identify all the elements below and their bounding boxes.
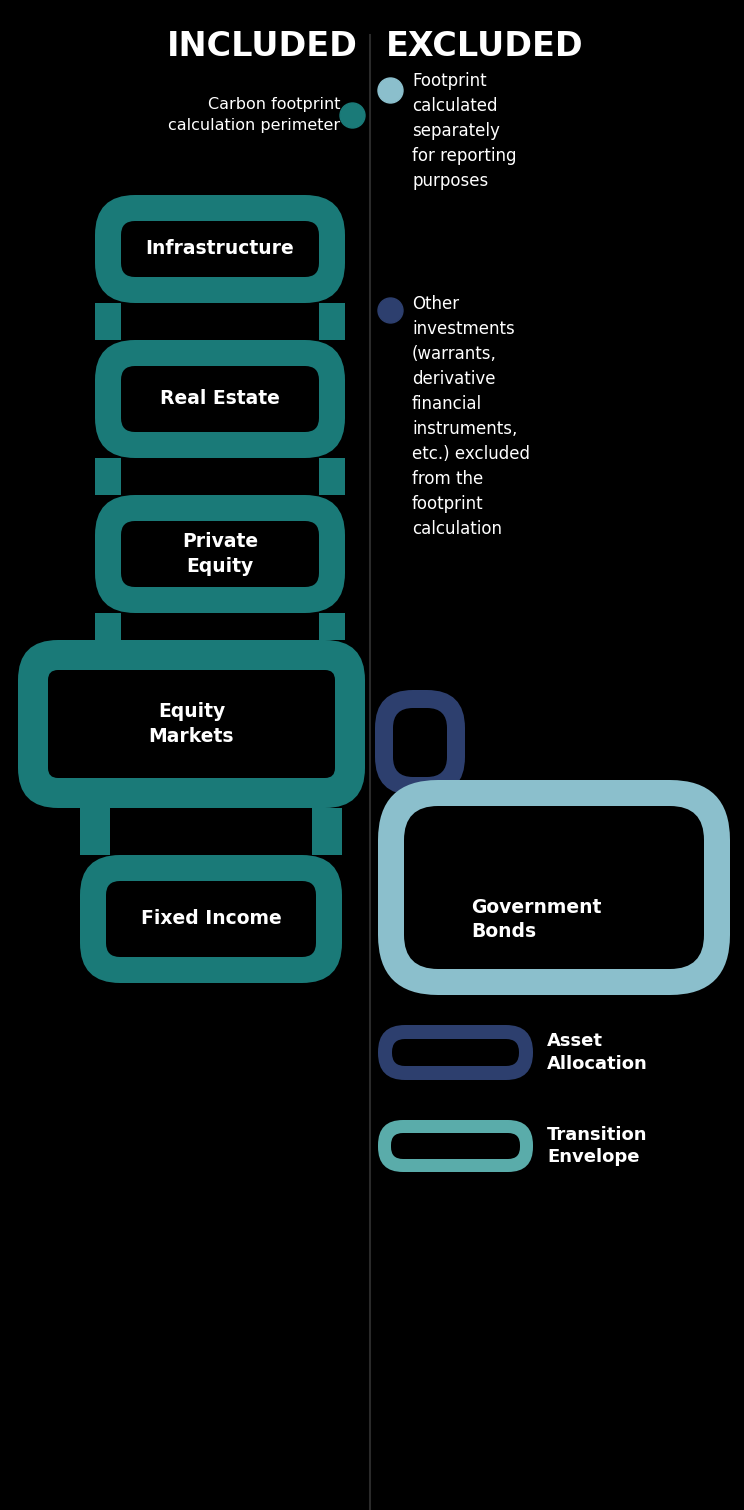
Bar <box>121 613 319 640</box>
Text: Real Estate: Real Estate <box>160 390 280 409</box>
Bar <box>95 613 345 640</box>
FancyBboxPatch shape <box>121 220 319 276</box>
Text: Transition
Envelope: Transition Envelope <box>547 1125 647 1166</box>
FancyBboxPatch shape <box>80 855 342 983</box>
FancyBboxPatch shape <box>378 781 730 995</box>
Text: Private
Equity: Private Equity <box>182 533 258 575</box>
Bar <box>121 458 319 495</box>
FancyBboxPatch shape <box>392 1039 519 1066</box>
FancyBboxPatch shape <box>95 340 345 458</box>
Text: Asset
Allocation: Asset Allocation <box>547 1031 648 1074</box>
FancyBboxPatch shape <box>375 690 465 794</box>
FancyBboxPatch shape <box>95 195 345 304</box>
FancyBboxPatch shape <box>18 640 365 808</box>
Text: Other
investments
(warrants,
derivative
financial
instruments,
etc.) excluded
fr: Other investments (warrants, derivative … <box>412 294 530 538</box>
FancyBboxPatch shape <box>378 1120 533 1172</box>
Text: Infrastructure: Infrastructure <box>146 240 295 258</box>
Bar <box>95 304 345 340</box>
FancyBboxPatch shape <box>106 880 316 957</box>
Text: Equity
Markets: Equity Markets <box>149 702 234 746</box>
Text: Footprint
calculated
separately
for reporting
purposes: Footprint calculated separately for repo… <box>412 72 516 190</box>
FancyBboxPatch shape <box>393 708 447 778</box>
Bar <box>95 458 345 495</box>
Bar <box>80 808 342 855</box>
Bar <box>110 808 312 855</box>
Text: EXCLUDED: EXCLUDED <box>386 30 583 63</box>
FancyBboxPatch shape <box>404 806 704 969</box>
FancyBboxPatch shape <box>378 1025 533 1080</box>
Text: Government
Bonds: Government Bonds <box>471 898 602 941</box>
Text: INCLUDED: INCLUDED <box>167 30 358 63</box>
FancyBboxPatch shape <box>95 495 345 613</box>
FancyBboxPatch shape <box>391 1132 520 1160</box>
Bar <box>121 304 319 340</box>
Text: Carbon footprint
calculation perimeter: Carbon footprint calculation perimeter <box>168 97 340 133</box>
FancyBboxPatch shape <box>121 365 319 432</box>
FancyBboxPatch shape <box>48 670 335 778</box>
Text: Fixed Income: Fixed Income <box>141 909 281 929</box>
FancyBboxPatch shape <box>121 521 319 587</box>
